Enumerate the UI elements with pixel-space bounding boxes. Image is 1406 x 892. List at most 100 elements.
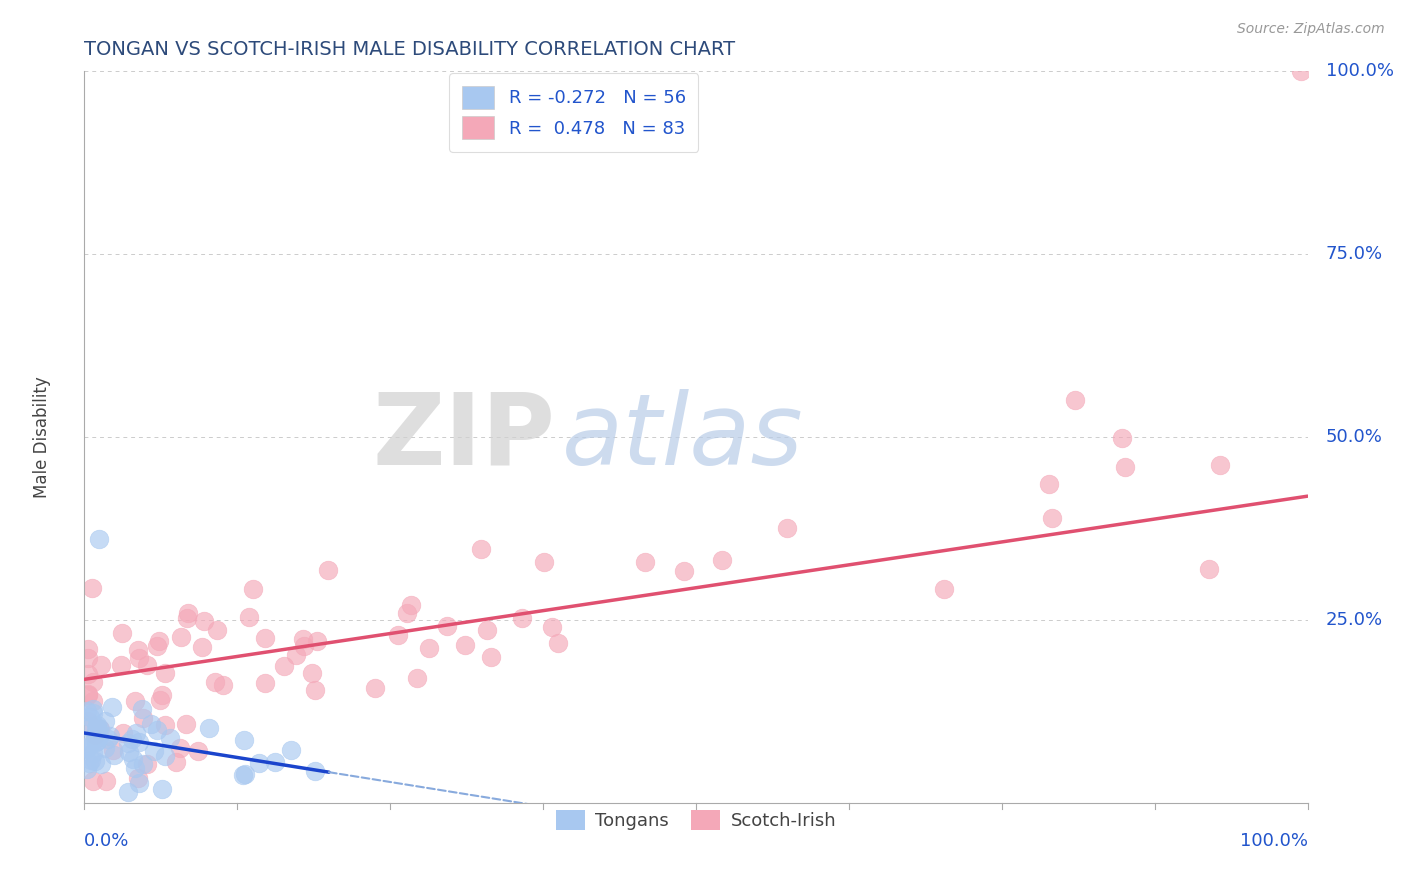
Point (533, 555, 555, 569)
Point (77, 651, 100, 665)
Point (86, 721, 108, 735)
Point (1064, 392, 1087, 407)
Point (84, 728, 107, 742)
Point (110, 657, 132, 672)
Point (76, 762, 98, 776)
Legend: Tongans, Scotch-Irish: Tongans, Scotch-Irish (546, 799, 846, 841)
Point (90, 757, 112, 772)
Point (82, 773, 104, 788)
Point (238, 609, 260, 624)
Point (96, 773, 118, 788)
Point (131, 756, 153, 771)
Point (101, 700, 124, 714)
Point (316, 563, 339, 577)
Text: TONGAN VS SCOTCH-IRISH MALE DISABILITY CORRELATION CHART: TONGAN VS SCOTCH-IRISH MALE DISABILITY C… (84, 39, 735, 59)
Point (127, 643, 149, 657)
Point (672, 564, 695, 578)
Point (79, 753, 101, 767)
Point (301, 665, 323, 680)
Point (406, 671, 429, 685)
Text: 75.0%: 75.0% (1326, 245, 1384, 263)
Point (77, 687, 100, 701)
Point (76, 741, 98, 756)
Point (1114, 460, 1136, 475)
Text: 0.0%: 0.0% (84, 832, 129, 850)
Point (117, 736, 139, 750)
Point (89, 722, 111, 736)
Point (159, 731, 181, 745)
Point (146, 723, 169, 738)
Text: Source: ZipAtlas.com: Source: ZipAtlas.com (1237, 22, 1385, 37)
Text: 100.0%: 100.0% (1326, 62, 1393, 80)
Point (124, 761, 146, 775)
Text: ZIP: ZIP (373, 389, 555, 485)
Point (280, 743, 302, 757)
Point (118, 745, 141, 759)
Point (254, 631, 277, 645)
Point (176, 606, 198, 620)
Point (90, 658, 112, 673)
Point (84, 754, 107, 768)
Point (387, 628, 409, 642)
Point (77, 667, 100, 681)
Point (193, 615, 215, 629)
Point (127, 771, 149, 785)
Point (103, 748, 125, 763)
Point (97, 732, 120, 747)
Point (77, 688, 100, 702)
Text: 100.0%: 100.0% (1240, 832, 1308, 850)
Text: 25.0%: 25.0% (1326, 611, 1384, 629)
Point (1111, 431, 1133, 445)
Point (98, 729, 121, 743)
Point (143, 744, 166, 758)
Point (454, 638, 477, 652)
Point (82, 674, 104, 689)
Point (233, 767, 256, 781)
Point (84, 734, 107, 748)
Point (94, 740, 117, 755)
Point (1042, 510, 1064, 524)
Point (132, 711, 155, 725)
Point (87, 533, 110, 547)
Point (242, 582, 264, 597)
Point (128, 650, 150, 665)
Point (436, 619, 458, 633)
Point (82, 693, 104, 707)
Point (401, 598, 423, 612)
Point (169, 740, 191, 755)
Point (1038, 477, 1060, 491)
Point (87, 721, 110, 735)
Point (479, 650, 502, 665)
Point (77, 719, 100, 733)
Point (86, 734, 108, 748)
Point (84, 722, 107, 736)
Point (87, 730, 110, 744)
Point (232, 768, 254, 782)
Point (150, 782, 173, 797)
Point (77, 739, 100, 753)
Point (136, 756, 159, 771)
Point (187, 744, 209, 758)
Point (541, 620, 564, 634)
Point (153, 717, 176, 731)
Point (82, 701, 104, 715)
Point (204, 675, 226, 690)
Point (284, 648, 307, 663)
Text: atlas: atlas (561, 389, 803, 485)
Point (934, 582, 956, 596)
Point (139, 717, 162, 731)
Point (112, 726, 135, 740)
Point (197, 722, 219, 736)
Point (711, 553, 734, 567)
Point (148, 633, 170, 648)
Point (86, 718, 108, 732)
Point (155, 748, 177, 763)
Point (117, 784, 139, 798)
Point (77, 714, 100, 728)
Point (547, 636, 569, 650)
Point (364, 681, 387, 695)
Point (87, 726, 110, 740)
Point (291, 632, 314, 646)
Point (121, 731, 143, 746)
Point (633, 555, 655, 569)
